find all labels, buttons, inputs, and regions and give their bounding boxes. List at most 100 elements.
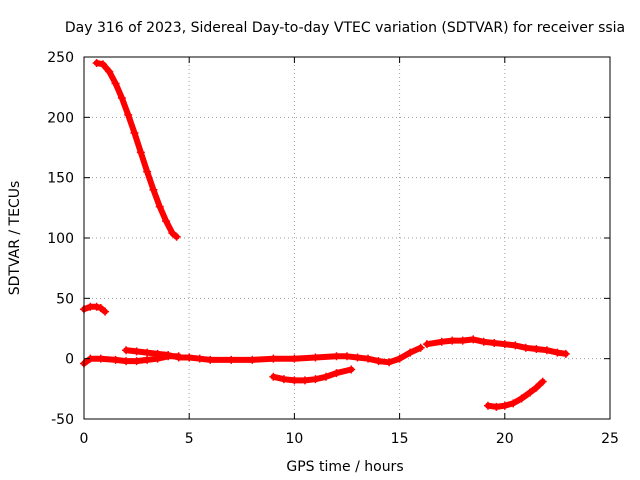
y-tick-label: 0 [65, 352, 74, 368]
data-point [162, 217, 171, 226]
data-point [172, 232, 181, 241]
data-point [469, 335, 478, 344]
data-point [132, 347, 141, 356]
data-point [353, 353, 362, 362]
data-point [479, 337, 488, 346]
data-point [122, 346, 131, 355]
data-point [143, 355, 152, 364]
data-point [332, 352, 341, 361]
data-point [364, 354, 373, 363]
data-point [98, 60, 107, 69]
data-point [500, 401, 509, 410]
data-point [248, 355, 257, 364]
data-point [347, 365, 356, 374]
data-point [111, 355, 120, 364]
data-point [92, 302, 101, 311]
data-point [437, 337, 446, 346]
data-point [511, 341, 520, 350]
data-point [300, 376, 309, 385]
data-point [164, 351, 173, 360]
data-point [149, 185, 158, 194]
series-arc-5 [269, 365, 356, 385]
x-tick-label: 15 [391, 431, 409, 447]
data-point [500, 340, 509, 349]
data-point [542, 346, 551, 355]
data-point [526, 388, 535, 397]
plot-frame [83, 56, 611, 420]
data-point [422, 340, 431, 349]
data-point [153, 349, 162, 358]
data-point [374, 357, 383, 366]
x-tick-label: 0 [80, 431, 89, 447]
data-point [195, 354, 204, 363]
data-point [517, 394, 526, 403]
data-point [136, 148, 145, 157]
series-arc-1 [92, 59, 181, 241]
x-tick-label: 5 [185, 431, 194, 447]
x-tick-label: 20 [496, 431, 514, 447]
data-point [206, 355, 215, 364]
series-arc-4 [122, 343, 425, 367]
x-tick-label: 25 [601, 431, 619, 447]
data-point [101, 307, 110, 316]
data-point [448, 336, 457, 345]
data-point [96, 303, 105, 312]
tick-layer: 0 5 10 15 20 25 -50 0 50 100 150 200 250 [47, 50, 619, 447]
data-point [185, 353, 194, 362]
data-point [385, 358, 394, 367]
data-point [458, 336, 467, 345]
data-point [532, 345, 541, 354]
data-point [117, 94, 126, 103]
data-point [227, 355, 236, 364]
y-tick-label: 100 [47, 231, 74, 247]
data-point [561, 349, 570, 358]
data-point [96, 354, 105, 363]
x-tick-label: 10 [285, 431, 303, 447]
data-point [509, 399, 518, 408]
y-tick-label: 200 [47, 110, 74, 126]
data-point [143, 167, 152, 176]
chart-title: Day 316 of 2023, Sidereal Day-to-day VTE… [65, 20, 625, 36]
data-point [343, 352, 351, 361]
series-layer [80, 59, 570, 411]
grid-layer [84, 57, 610, 419]
data-point [311, 353, 320, 362]
series-line [81, 353, 182, 367]
data-point [168, 229, 177, 238]
data-point [521, 343, 530, 352]
data-point [130, 129, 139, 138]
y-tick-label: 150 [47, 171, 74, 187]
data-point [279, 375, 288, 384]
data-point [538, 377, 547, 386]
data-point [124, 110, 133, 119]
data-point [406, 348, 415, 357]
data-point [269, 354, 278, 363]
data-point [321, 372, 330, 381]
y-tick-label: 50 [56, 291, 74, 307]
data-point [155, 202, 164, 211]
data-point [492, 402, 501, 411]
y-tick-label: -50 [51, 412, 74, 428]
x-axis-label: GPS time / hours [286, 459, 403, 475]
series-line [424, 336, 569, 357]
data-point [553, 348, 562, 357]
data-point [111, 79, 120, 88]
data-point [395, 354, 404, 363]
series-arc-7 [483, 377, 547, 411]
data-point [92, 59, 101, 68]
data-point [269, 372, 278, 381]
data-point [122, 357, 131, 366]
data-point [332, 369, 341, 378]
data-point [132, 357, 141, 366]
data-point [490, 338, 499, 347]
data-point [143, 348, 152, 357]
y-tick-label: 250 [47, 50, 74, 66]
data-point [290, 354, 299, 363]
data-point [290, 376, 299, 385]
data-point [532, 383, 541, 392]
data-point [416, 343, 425, 352]
data-point [105, 67, 114, 76]
series-arc-6 [422, 335, 570, 358]
data-point [483, 401, 492, 410]
